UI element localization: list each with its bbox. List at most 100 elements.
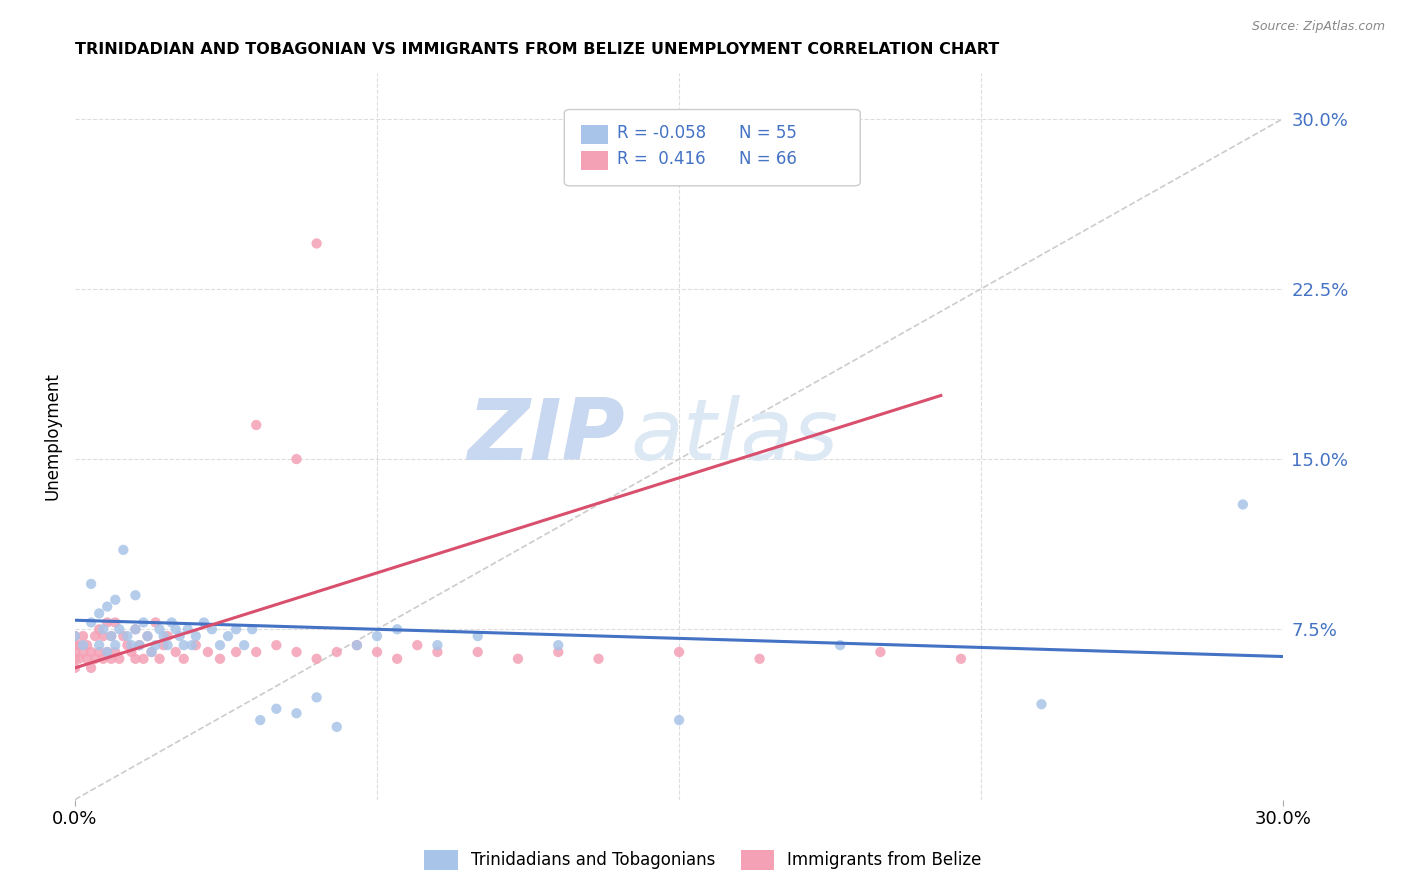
Point: [84, 629, 107, 643]
Point: [148, 652, 170, 666]
Y-axis label: Unemployment: Unemployment: [44, 373, 60, 500]
Point: [91, 622, 114, 636]
Point: [112, 629, 135, 643]
Point: [108, 622, 131, 636]
Point: [100, 629, 122, 643]
FancyBboxPatch shape: [581, 151, 607, 169]
Point: [63, 652, 86, 666]
Point: [96, 645, 118, 659]
Point: [506, 652, 529, 666]
Point: [668, 645, 690, 659]
Point: [165, 622, 187, 636]
Point: [156, 629, 179, 643]
Point: [76, 638, 98, 652]
Point: [197, 645, 219, 659]
Point: [117, 638, 139, 652]
Point: [104, 615, 127, 630]
Point: [305, 652, 328, 666]
Legend: Trinidadians and Tobagonians, Immigrants from Belize: Trinidadians and Tobagonians, Immigrants…: [418, 843, 988, 877]
Point: [100, 629, 122, 643]
Point: [80, 645, 103, 659]
Point: [366, 629, 388, 643]
Point: [89, 607, 111, 621]
Point: [208, 652, 231, 666]
Point: [285, 706, 308, 721]
Point: [217, 629, 239, 643]
Point: [124, 588, 146, 602]
Point: [305, 690, 328, 705]
Point: [91, 629, 114, 643]
Point: [117, 629, 139, 643]
Point: [245, 417, 267, 432]
Point: [177, 622, 200, 636]
Point: [285, 645, 308, 659]
Point: [120, 645, 142, 659]
Point: [63, 638, 86, 652]
Point: [141, 645, 163, 659]
Point: [240, 622, 263, 636]
Point: [72, 645, 94, 659]
Point: [184, 629, 207, 643]
Point: [208, 638, 231, 652]
Point: [148, 622, 170, 636]
Point: [91, 652, 114, 666]
Point: [104, 638, 127, 652]
Text: ZIP: ZIP: [467, 395, 624, 478]
FancyBboxPatch shape: [581, 125, 607, 145]
Point: [63, 629, 86, 643]
Point: [80, 661, 103, 675]
Point: [124, 652, 146, 666]
Point: [104, 645, 127, 659]
Point: [96, 645, 118, 659]
Point: [108, 652, 131, 666]
Point: [96, 615, 118, 630]
Point: [165, 645, 187, 659]
Point: [547, 645, 569, 659]
Point: [426, 638, 449, 652]
Point: [305, 236, 328, 251]
Point: [201, 622, 224, 636]
Point: [63, 645, 86, 659]
Point: [385, 622, 408, 636]
Point: [467, 645, 489, 659]
Point: [160, 615, 183, 630]
Point: [1232, 498, 1254, 512]
Point: [100, 652, 122, 666]
Point: [67, 652, 90, 666]
Point: [145, 615, 167, 630]
Point: [124, 622, 146, 636]
Point: [193, 615, 215, 630]
Point: [225, 622, 247, 636]
Point: [67, 638, 90, 652]
Point: [63, 661, 86, 675]
Point: [326, 720, 349, 734]
Point: [132, 652, 155, 666]
Point: [136, 629, 159, 643]
Point: [547, 638, 569, 652]
Point: [346, 638, 368, 652]
Point: [89, 645, 111, 659]
Point: [141, 645, 163, 659]
Point: [169, 629, 191, 643]
Text: N = 66: N = 66: [740, 150, 797, 168]
Point: [112, 542, 135, 557]
Point: [152, 629, 174, 643]
Point: [152, 638, 174, 652]
Point: [588, 652, 610, 666]
Point: [80, 615, 103, 630]
Point: [346, 638, 368, 652]
Point: [830, 638, 852, 652]
FancyBboxPatch shape: [564, 110, 860, 186]
Point: [145, 638, 167, 652]
Text: R =  0.416: R = 0.416: [617, 150, 706, 168]
Text: atlas: atlas: [631, 395, 839, 478]
Point: [128, 638, 150, 652]
Point: [426, 645, 449, 659]
Text: Source: ZipAtlas.com: Source: ZipAtlas.com: [1251, 20, 1385, 33]
Point: [869, 645, 891, 659]
Point: [1031, 697, 1053, 711]
Point: [406, 638, 429, 652]
Point: [173, 652, 195, 666]
Point: [266, 638, 288, 652]
Point: [233, 638, 256, 652]
